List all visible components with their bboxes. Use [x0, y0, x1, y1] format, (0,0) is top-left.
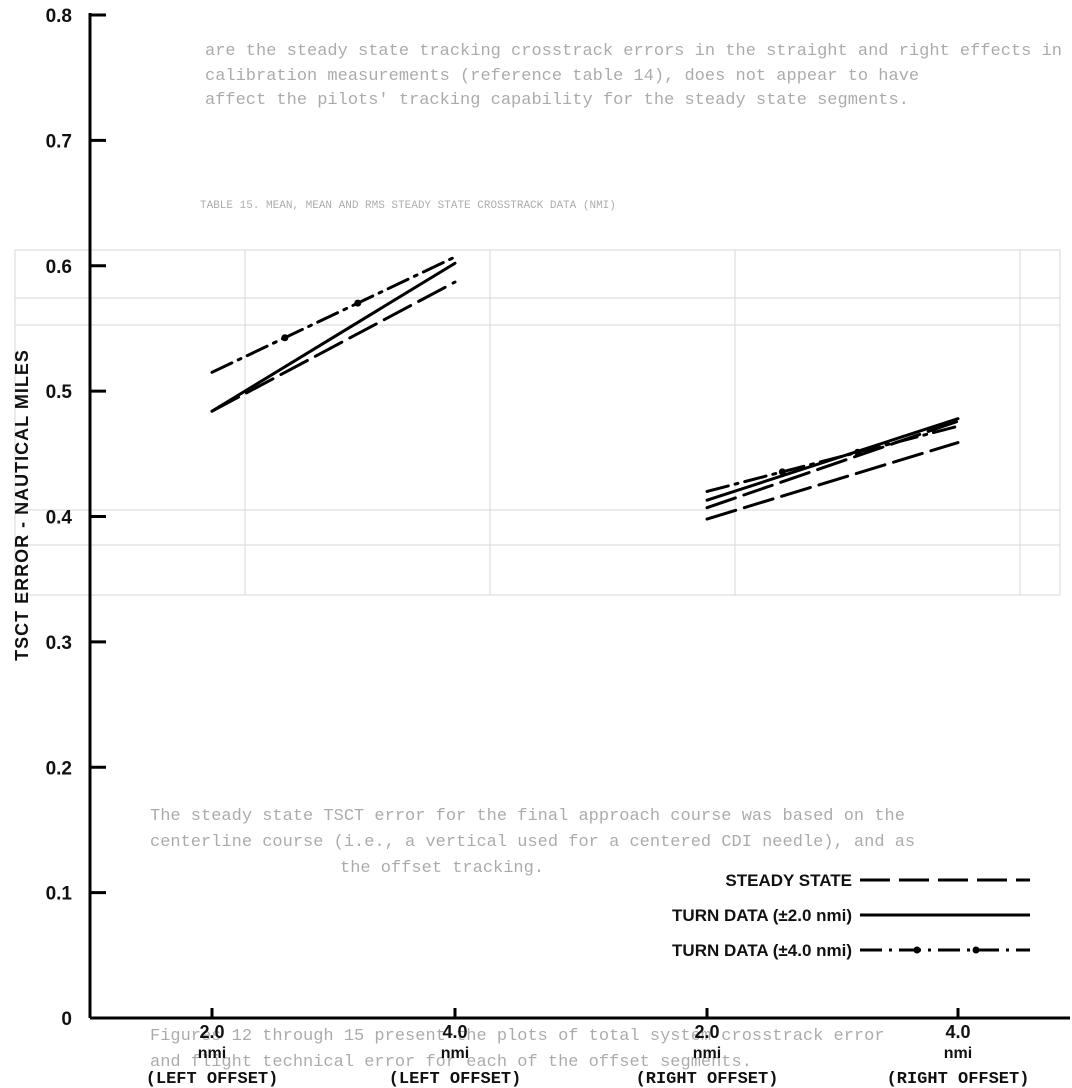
background-table — [14, 249, 1061, 596]
x-tick-unit: nmi — [198, 1045, 226, 1062]
x-tick-value: 2.0 — [199, 1022, 224, 1042]
x-tick-unit: nmi — [944, 1045, 972, 1062]
legend-label: TURN DATA (±4.0 nmi) — [672, 941, 852, 960]
y-tick-label: 0.7 — [46, 131, 72, 152]
y-tick-label: 0 — [61, 1009, 72, 1030]
background-table-title: TABLE 15. MEAN, MEAN AND RMS STEADY STAT… — [200, 200, 616, 212]
x-tick-value: 4.0 — [442, 1022, 467, 1042]
y-axis-title: TSCT ERROR - NAUTICAL MILES — [12, 349, 32, 661]
background-line: calibration measurements (reference tabl… — [205, 67, 919, 86]
steady-state-line-right — [705, 441, 960, 521]
y-axis: 0 0.1 0.2 0.3 0.4 0.5 0.6 0.7 0.8 — [46, 6, 106, 1030]
legend-marker — [913, 946, 921, 954]
y-tick-label: 0.3 — [46, 633, 72, 654]
turn-data-2nmi-line-left — [210, 261, 457, 413]
y-tick-label: 0.4 — [46, 508, 73, 529]
x-tick-offset-side: (RIGHT OFFSET) — [887, 1070, 1030, 1088]
x-tick-value: 4.0 — [945, 1022, 970, 1042]
turn-data-2nmi-line-right — [705, 417, 960, 502]
background-line: The steady state TSCT error for the fina… — [150, 807, 905, 826]
x-tick-offset-side: (LEFT OFFSET) — [389, 1070, 522, 1088]
background-line: the offset tracking. — [340, 859, 544, 878]
series-lines — [210, 255, 960, 521]
background-line: Figures 12 through 15 present the plots … — [150, 1027, 885, 1046]
x-tick-value: 2.0 — [694, 1022, 719, 1042]
x-tick-unit: nmi — [693, 1045, 721, 1062]
x-tick-unit: nmi — [441, 1045, 469, 1062]
steady-state-line-right — [705, 419, 960, 510]
legend-label: TURN DATA (±2.0 nmi) — [672, 906, 852, 925]
x-tick-offset-side: (RIGHT OFFSET) — [636, 1070, 779, 1088]
y-tick-label: 0.5 — [46, 382, 73, 403]
x-axis: 2.0 nmi (LEFT OFFSET) 4.0 nmi (LEFT OFFSET) 2.… — [90, 1008, 1070, 1088]
background-line: centerline course (i.e., a vertical used… — [150, 833, 915, 852]
background-line: affect the pilots' tracking capability f… — [205, 91, 909, 110]
y-tick-label: 0.2 — [46, 758, 72, 779]
series-marker — [354, 299, 362, 307]
x-tick-offset-side: (LEFT OFFSET) — [146, 1070, 279, 1088]
background-line: are the steady state tracking crosstrack… — [205, 42, 1072, 61]
series-marker — [281, 334, 289, 342]
y-tick-label: 0.6 — [46, 257, 72, 278]
legend-marker — [972, 946, 980, 954]
y-tick-label: 0.1 — [46, 884, 73, 905]
legend: STEADY STATE TURN DATA (±2.0 nmi) TURN DAT… — [672, 871, 1030, 960]
turn-data-4nmi-line-left — [210, 255, 457, 374]
y-tick-label: 0.8 — [46, 6, 72, 27]
background-line: and flight technical error for each of t… — [150, 1053, 752, 1072]
legend-label: STEADY STATE — [725, 871, 852, 890]
steady-state-line-left — [210, 280, 457, 413]
